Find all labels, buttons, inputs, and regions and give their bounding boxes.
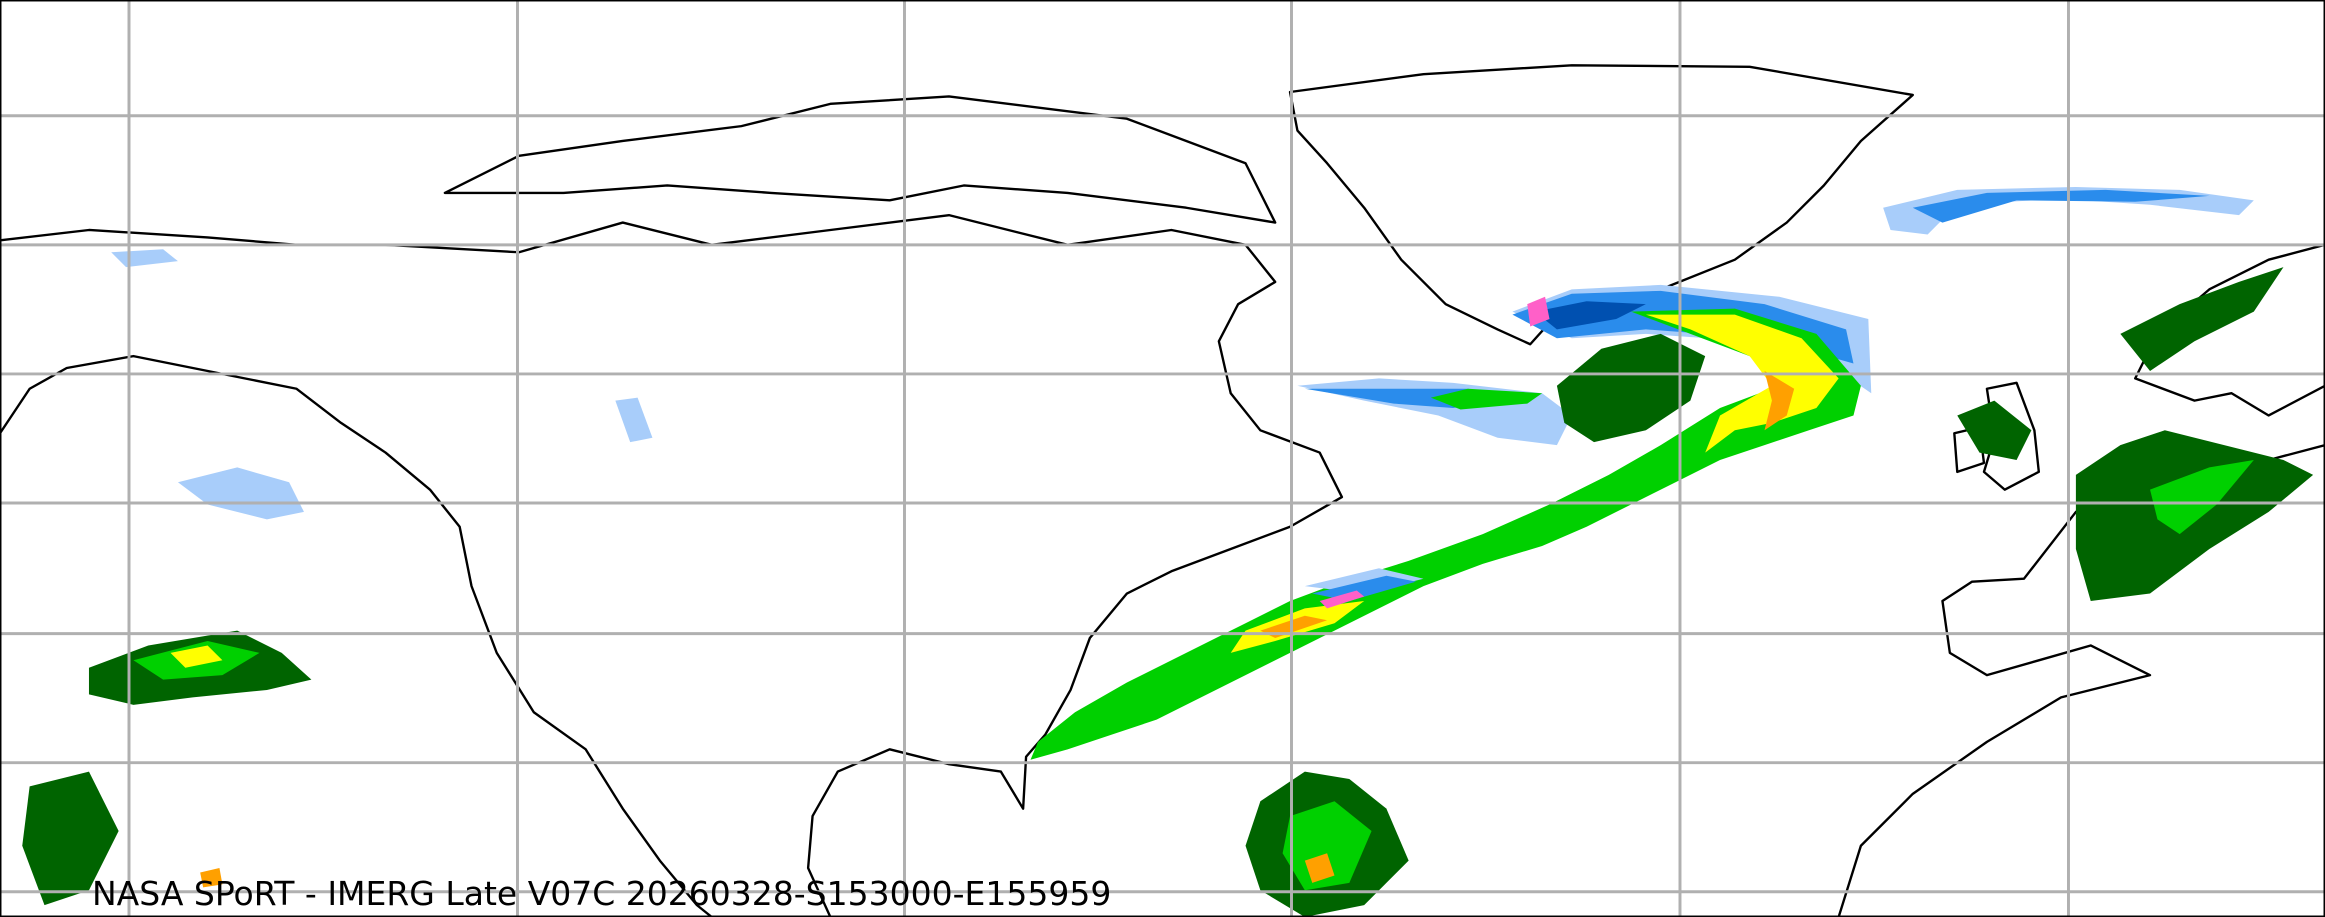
precipitation-area <box>1645 314 1839 453</box>
precipitation-area <box>22 771 119 906</box>
precipitation-area <box>1312 575 1417 601</box>
precipitation-area <box>1304 568 1424 594</box>
arctic-islands-outline <box>443 95 1277 224</box>
precipitation-area <box>170 645 223 668</box>
precipitation-area <box>1534 301 1646 330</box>
land-outlines <box>0 64 2325 917</box>
precipitation-area <box>1957 400 2032 460</box>
precipitation-area <box>2120 267 2284 371</box>
precipitation-area <box>1297 378 1572 446</box>
precipitation-layer <box>22 186 2314 917</box>
precipitation-area <box>1556 333 1706 443</box>
precipitation-area <box>1304 853 1335 883</box>
precipitation-area <box>1430 388 1543 410</box>
map-caption: NASA SPoRT - IMERG Late V07C 20260328-S1… <box>92 874 1112 913</box>
precipitation-area <box>1282 801 1372 891</box>
precipitation-area <box>2150 459 2254 535</box>
precipitation-area <box>1527 296 1550 327</box>
north-america-outline <box>0 213 1344 917</box>
precipitation-area <box>1764 370 1795 431</box>
precipitation-area <box>1912 189 2210 223</box>
precipitation-area <box>1319 590 1365 609</box>
precipitation-area <box>200 868 223 888</box>
precipitation-area <box>177 467 304 520</box>
precipitation-area <box>615 397 653 443</box>
